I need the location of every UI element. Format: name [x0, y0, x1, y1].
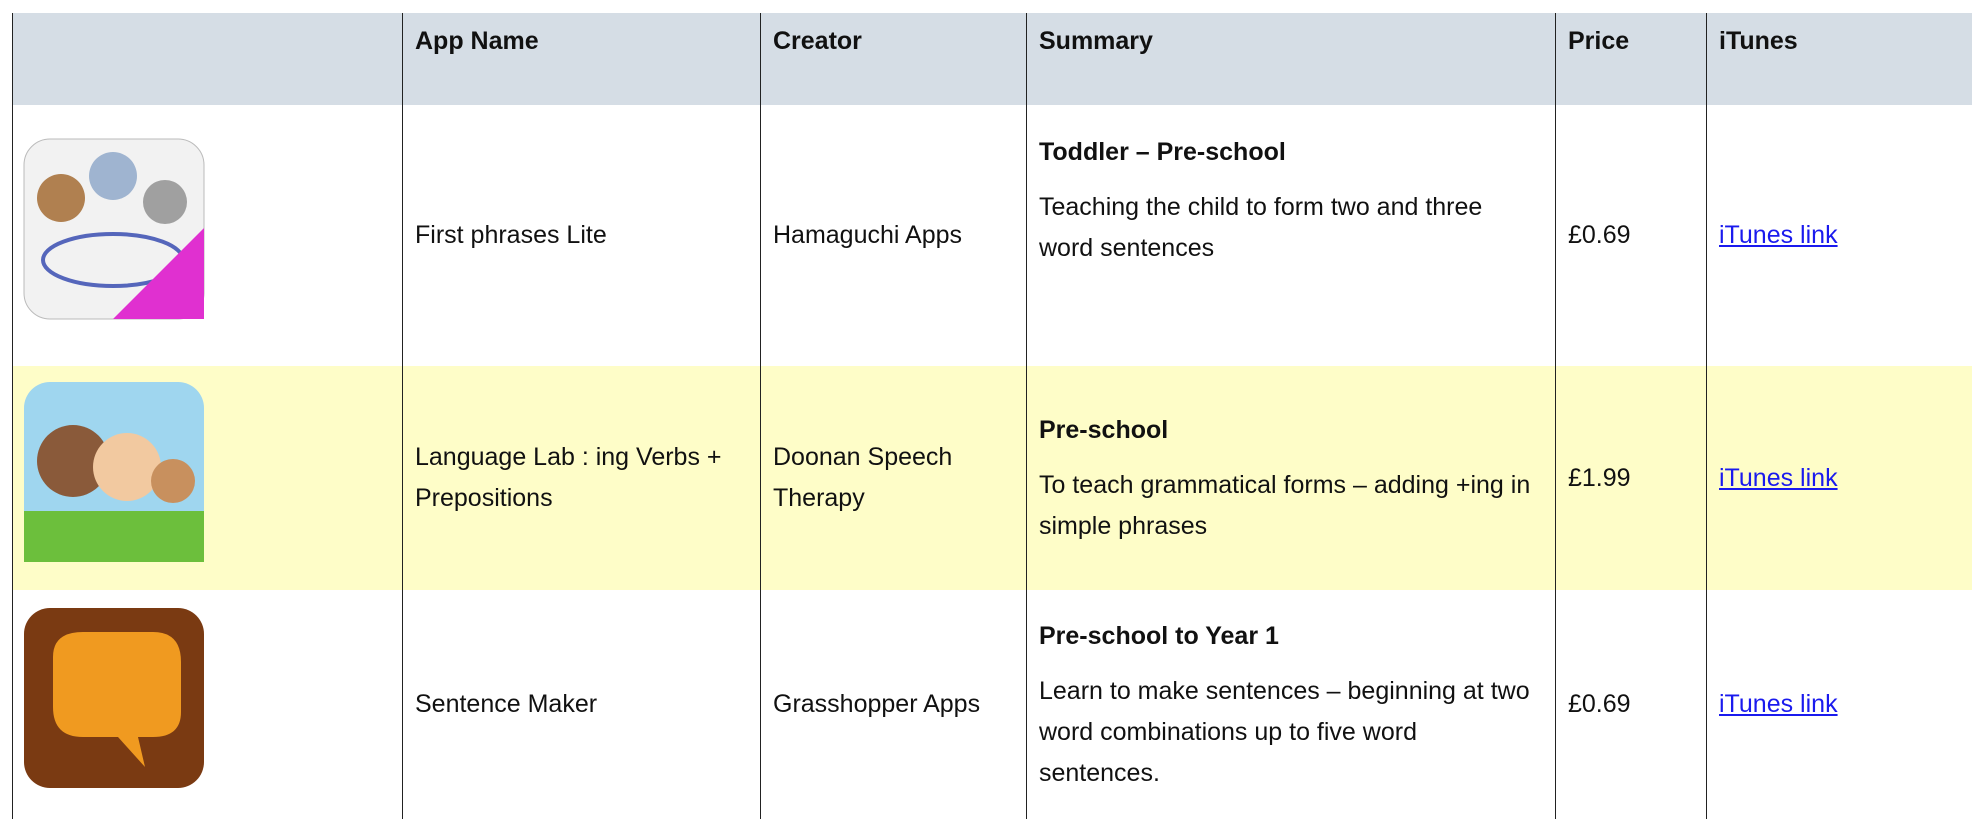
cell: Pre-school To teach grammatical forms – a…: [1027, 366, 1556, 590]
cell: iTunes link: [1707, 366, 1972, 590]
header-cell: Creator: [761, 13, 1027, 105]
cell: £1.99: [1556, 366, 1707, 590]
cell: £0.69: [1556, 105, 1707, 366]
cell: Sentence Maker: [403, 590, 761, 819]
header-cell: Summary: [1027, 13, 1556, 105]
itunes-link[interactable]: iTunes link: [1719, 690, 1838, 718]
itunes-link[interactable]: iTunes link: [1719, 464, 1838, 492]
cell: First phrases Lite: [403, 105, 761, 366]
cell: Hamaguchi Apps: [761, 105, 1027, 366]
summary: Teaching the child to form two and three…: [1039, 187, 1543, 269]
row: First phrases Lite Hamaguchi Apps Toddle…: [13, 105, 1972, 366]
header-cell: App Name: [403, 13, 761, 105]
level: Toddler – Pre-school: [1039, 132, 1543, 173]
cell: Grasshopper Apps: [761, 590, 1027, 819]
header-cell: iTunes: [1707, 13, 1972, 105]
summary: To teach grammatical forms – adding +ing…: [1039, 465, 1543, 547]
cell: iTunes link: [1707, 105, 1972, 366]
row: Language Lab : ing Verbs + Prepositions …: [13, 366, 1972, 590]
icon-cell: [13, 105, 403, 366]
cell: Toddler – Pre-school Teaching the child t…: [1027, 105, 1556, 366]
icon-cell: [13, 366, 403, 590]
app-icon: [23, 138, 205, 320]
level: Pre-school to Year 1: [1039, 616, 1543, 657]
icon-cell: [13, 590, 403, 819]
cell: Language Lab : ing Verbs + Prepositions: [403, 366, 761, 590]
itunes-link[interactable]: iTunes link: [1719, 221, 1838, 249]
cell: £0.69: [1556, 590, 1707, 819]
summary: Learn to make sentences – beginning at t…: [1039, 671, 1543, 794]
header-cell: [13, 13, 403, 105]
cell: Pre-school to Year 1 Learn to make senten…: [1027, 590, 1556, 819]
app-icon: [23, 607, 205, 789]
header-row: App Name Creator Summary Price iTunes: [13, 13, 1972, 105]
header-cell: Price: [1556, 13, 1707, 105]
level: Pre-school: [1039, 410, 1543, 451]
cell: iTunes link: [1707, 590, 1972, 819]
row: Sentence Maker Grasshopper Apps Pre-scho…: [13, 590, 1972, 819]
app-table: App Name Creator Summary Price iTunes Fi…: [12, 13, 1972, 819]
cell: Doonan Speech Therapy: [761, 366, 1027, 590]
app-icon: [23, 381, 205, 563]
